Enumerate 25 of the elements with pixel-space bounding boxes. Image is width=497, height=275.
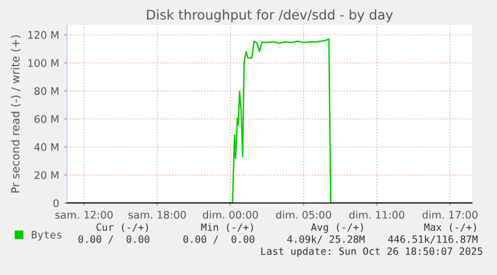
y-tick-label: 40 M: [34, 143, 58, 152]
y-axis-title: Pr second read (-) / write (+): [10, 35, 21, 193]
text: 446.51k/116.87M: [388, 235, 478, 244]
legend-label: Bytes: [32, 230, 62, 241]
text: 0.00 / 0.00: [183, 235, 254, 244]
y-tick-label: 100 M: [28, 59, 58, 67]
y-tick-label: 120 M: [28, 31, 58, 39]
x-tick-label: dim. 11:00: [349, 210, 404, 219]
y-tick-label: 0: [53, 199, 59, 208]
text: Avg (-/+): [311, 223, 363, 233]
x-tick-label: dim. 05:00: [276, 210, 332, 219]
text: 4.09k/ 25.28M: [287, 235, 365, 244]
y-tick-label: 80 M: [34, 87, 58, 95]
text: 0.00 / 0.00: [78, 235, 150, 244]
x-tick-label: dim. 17:00: [422, 210, 478, 219]
y-tick-label: 60 M: [34, 115, 58, 124]
text: Last update: Sun Oct 26 18:50:07 2025: [261, 247, 482, 257]
x-tick-label: dim. 00:00: [202, 210, 258, 219]
text: Cur (-/+): [96, 223, 148, 232]
chart-title: Disk throughput for /dev/sdd - by day: [147, 9, 393, 22]
x-tick-label: sam. 18:00: [128, 210, 186, 219]
text: Max (-/+): [424, 223, 476, 232]
y-tick-label: 20 M: [34, 171, 58, 180]
x-tick-label: sam. 12:00: [55, 210, 113, 219]
text: Min (-/+): [201, 223, 253, 232]
